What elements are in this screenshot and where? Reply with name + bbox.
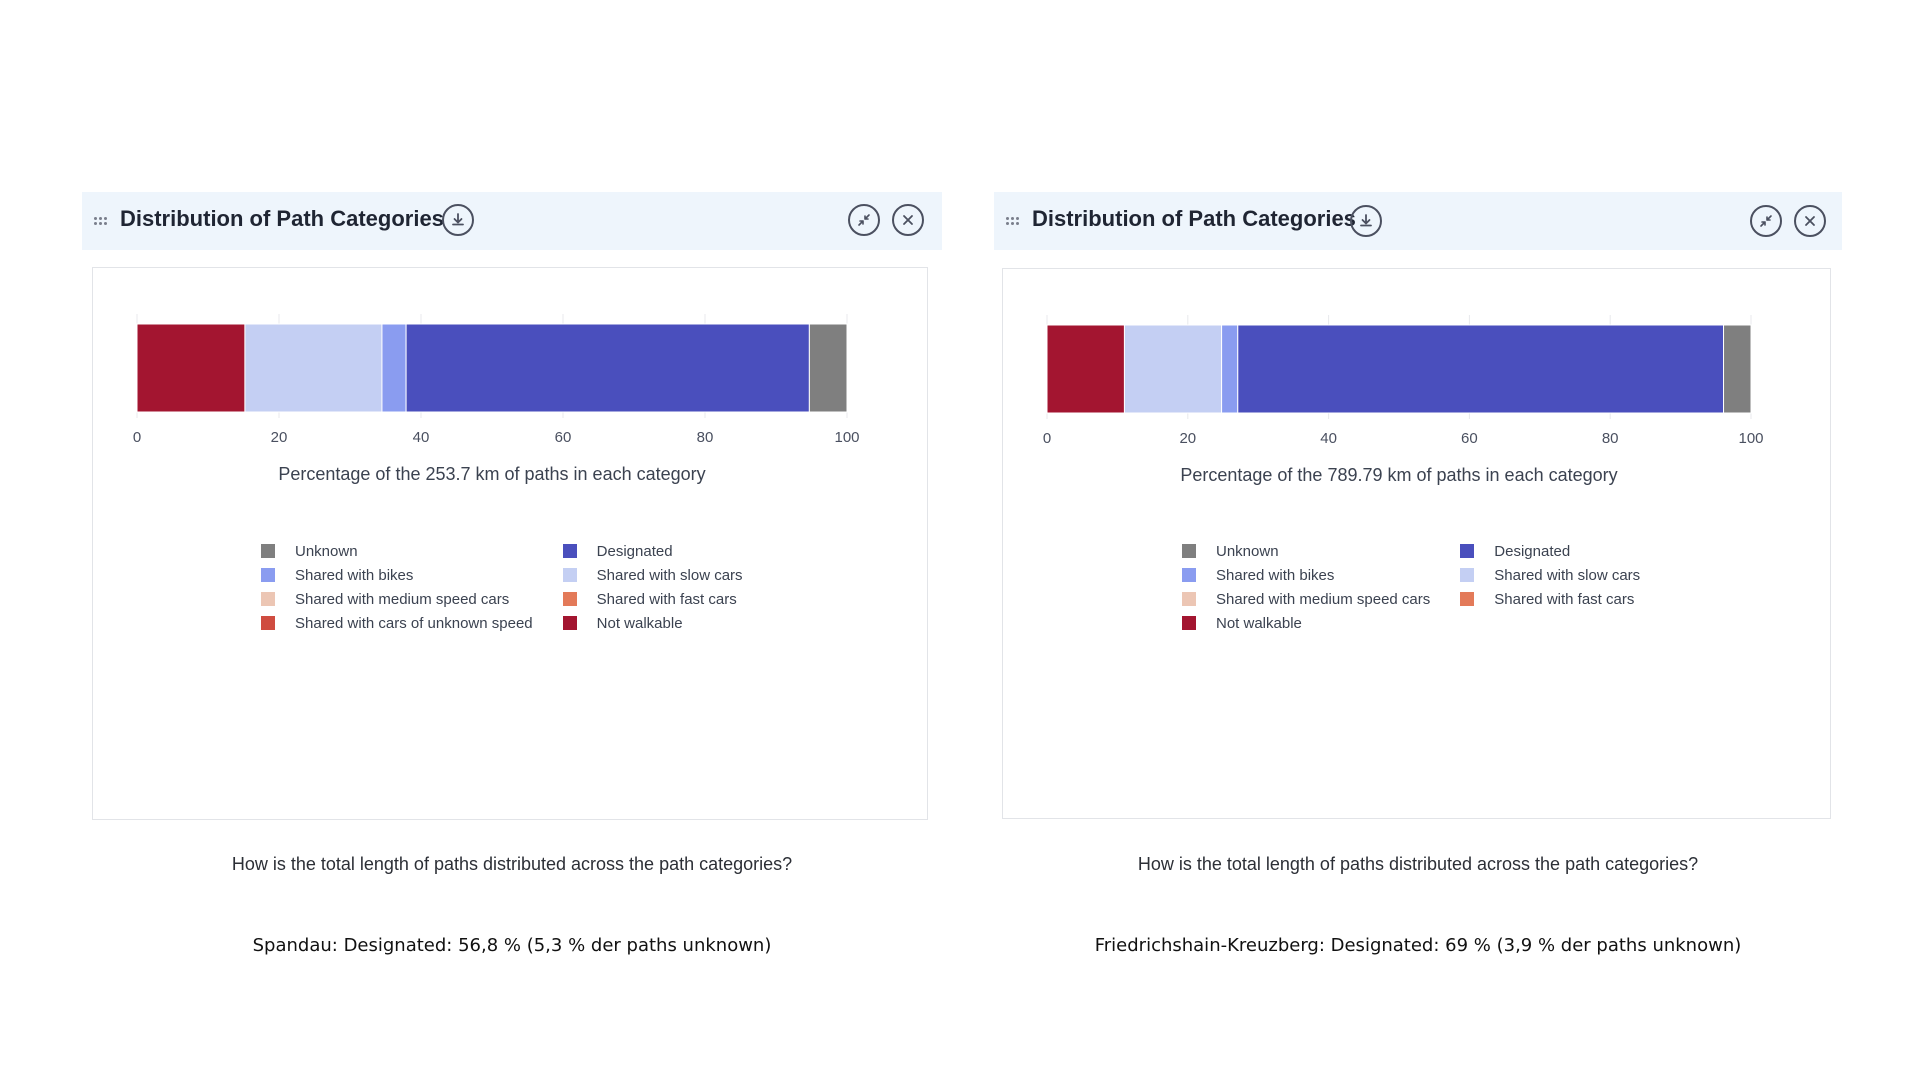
x-tick-label: 100 xyxy=(1738,430,1763,447)
bar-segment-designated[interactable] xyxy=(405,323,810,413)
bar-segment-shared-with-bikes[interactable] xyxy=(381,323,407,413)
legend-label: Shared with slow cars xyxy=(596,566,743,584)
download-icon xyxy=(1360,214,1372,227)
bar-segment-designated[interactable] xyxy=(1237,324,1725,414)
legend-swatch xyxy=(1460,568,1475,582)
legend-label: Shared with bikes xyxy=(295,566,414,584)
legend-swatch xyxy=(1182,544,1196,558)
collapse-button[interactable] xyxy=(1750,205,1782,237)
x-tick-label: 40 xyxy=(413,429,430,446)
legend-item[interactable]: Unknown xyxy=(261,542,533,560)
bar-segment-not-walkable[interactable] xyxy=(136,323,246,413)
legend-label: Shared with medium speed cars xyxy=(1216,590,1431,608)
legend-item[interactable]: Not walkable xyxy=(1182,614,1430,632)
legend-label: Shared with cars of unknown speed xyxy=(295,614,533,632)
close-button[interactable] xyxy=(892,204,924,236)
x-tick-label: 20 xyxy=(271,429,288,446)
download-button[interactable] xyxy=(442,204,474,236)
bar-segment-not-walkable[interactable] xyxy=(1046,324,1125,414)
legend-item[interactable]: Not walkable xyxy=(562,614,743,632)
panel-spandau: Distribution of Path Categories 0 20 40 60 8… xyxy=(82,192,942,952)
bar-segment-unknown[interactable] xyxy=(808,323,848,413)
legend-swatch xyxy=(261,592,275,606)
bar-segment-unknown[interactable] xyxy=(1723,324,1752,414)
close-icon xyxy=(903,215,913,225)
legend-label: Shared with slow cars xyxy=(1494,566,1641,584)
panel-header: Distribution of Path Categories xyxy=(994,192,1842,250)
legend-label: Designated xyxy=(596,542,673,560)
stacked-bar-chart: 0 20 40 60 80 100 Percentage of the 789.79 km … xyxy=(1043,315,1764,485)
x-tick-label: 0 xyxy=(133,429,141,446)
chart-legend: Unknown Designated Shared with bikes Shared… xyxy=(1182,542,1640,632)
legend-label: Shared with fast cars xyxy=(1494,590,1635,608)
legend-label: Not walkable xyxy=(1216,614,1302,632)
x-tick-label: 60 xyxy=(1461,430,1478,447)
legend-swatch xyxy=(1460,544,1475,558)
legend-label: Shared with medium speed cars xyxy=(295,590,510,608)
legend-swatch xyxy=(261,544,275,558)
x-axis-label: Percentage of the 253.7 km of paths in e… xyxy=(278,464,705,484)
chart-legend: Unknown Designated Shared with bikes Shared… xyxy=(261,542,743,632)
caption-spandau: Spandau: Designated: 56,8 % (5,3 % der p… xyxy=(252,935,772,956)
legend-label: Shared with bikes xyxy=(1216,566,1335,584)
legend-item[interactable]: Designated xyxy=(1460,542,1640,560)
legend-swatch xyxy=(562,616,577,630)
x-tick-label: 100 xyxy=(834,429,859,446)
legend-item[interactable]: Shared with slow cars xyxy=(1460,566,1640,584)
legend-item[interactable]: Shared with medium speed cars xyxy=(1182,590,1430,608)
x-tick-label: 60 xyxy=(555,429,572,446)
legend-item[interactable]: Shared with cars of unknown speed xyxy=(261,614,533,632)
bar-segment-shared-with-bikes[interactable] xyxy=(1221,324,1239,414)
collapse-icon xyxy=(1760,215,1772,227)
legend-swatch xyxy=(1182,568,1196,582)
download-icon xyxy=(452,213,464,226)
legend-item[interactable]: Shared with medium speed cars xyxy=(261,590,533,608)
download-button[interactable] xyxy=(1350,205,1382,237)
panel-title: Distribution of Path Categories xyxy=(120,206,444,231)
drag-handle-icon[interactable] xyxy=(94,217,110,225)
chart-container: 0 20 40 60 80 100 Percentage of the 253.7 km o… xyxy=(92,267,928,820)
collapse-icon xyxy=(858,214,870,226)
legend-swatch xyxy=(1182,592,1196,606)
legend-swatch xyxy=(562,592,577,606)
x-tick-label: 40 xyxy=(1320,430,1337,447)
caption-friedrichshain-kreuzberg: Friedrichshain-Kreuzberg: Designated: 69… xyxy=(1094,935,1742,956)
bar-segment-shared-with-slow-cars[interactable] xyxy=(244,323,383,413)
chart-question: How is the total length of paths distrib… xyxy=(1137,854,1699,874)
legend-item[interactable]: Shared with fast cars xyxy=(1460,590,1640,608)
close-button[interactable] xyxy=(1794,205,1826,237)
x-tick-label: 80 xyxy=(697,429,714,446)
x-tick-label: 80 xyxy=(1602,430,1619,447)
drag-handle-icon[interactable] xyxy=(1006,217,1022,225)
legend-label: Shared with fast cars xyxy=(596,590,737,608)
panel-header: Distribution of Path Categories xyxy=(82,192,942,250)
legend-item[interactable]: Shared with bikes xyxy=(1182,566,1430,584)
close-icon xyxy=(1805,216,1815,226)
legend-swatch xyxy=(1460,592,1475,606)
stacked-bar-chart: 0 20 40 60 80 100 Percentage of the 253.7 km o… xyxy=(133,314,860,484)
legend-swatch xyxy=(562,568,577,582)
legend-swatch xyxy=(562,544,577,558)
legend-item[interactable]: Designated xyxy=(562,542,743,560)
bar-segment-shared-with-slow-cars[interactable] xyxy=(1123,324,1223,414)
legend-label: Designated xyxy=(1494,542,1571,560)
panel-friedrichshain-kreuzberg: Distribution of Path Categories 0 20 40 60 8… xyxy=(994,192,1842,952)
chart-question: How is the total length of paths distrib… xyxy=(231,854,793,874)
x-tick-label: 0 xyxy=(1043,430,1051,447)
legend-label: Unknown xyxy=(1216,542,1279,560)
x-axis-label: Percentage of the 789.79 km of paths in … xyxy=(1180,465,1617,485)
x-tick-label: 20 xyxy=(1179,430,1196,447)
legend-label: Not walkable xyxy=(596,614,683,632)
legend-swatch xyxy=(261,616,275,630)
legend-label: Unknown xyxy=(295,542,358,560)
chart-container: 0 20 40 60 80 100 Percentage of the 789.79 km … xyxy=(1002,268,1831,819)
legend-item[interactable]: Shared with fast cars xyxy=(562,590,743,608)
legend-item[interactable]: Shared with bikes xyxy=(261,566,533,584)
legend-swatch xyxy=(261,568,275,582)
legend-item[interactable]: Shared with slow cars xyxy=(562,566,743,584)
panel-title: Distribution of Path Categories xyxy=(1032,206,1356,231)
legend-swatch xyxy=(1182,616,1196,630)
legend-item[interactable]: Unknown xyxy=(1182,542,1430,560)
collapse-button[interactable] xyxy=(848,204,880,236)
